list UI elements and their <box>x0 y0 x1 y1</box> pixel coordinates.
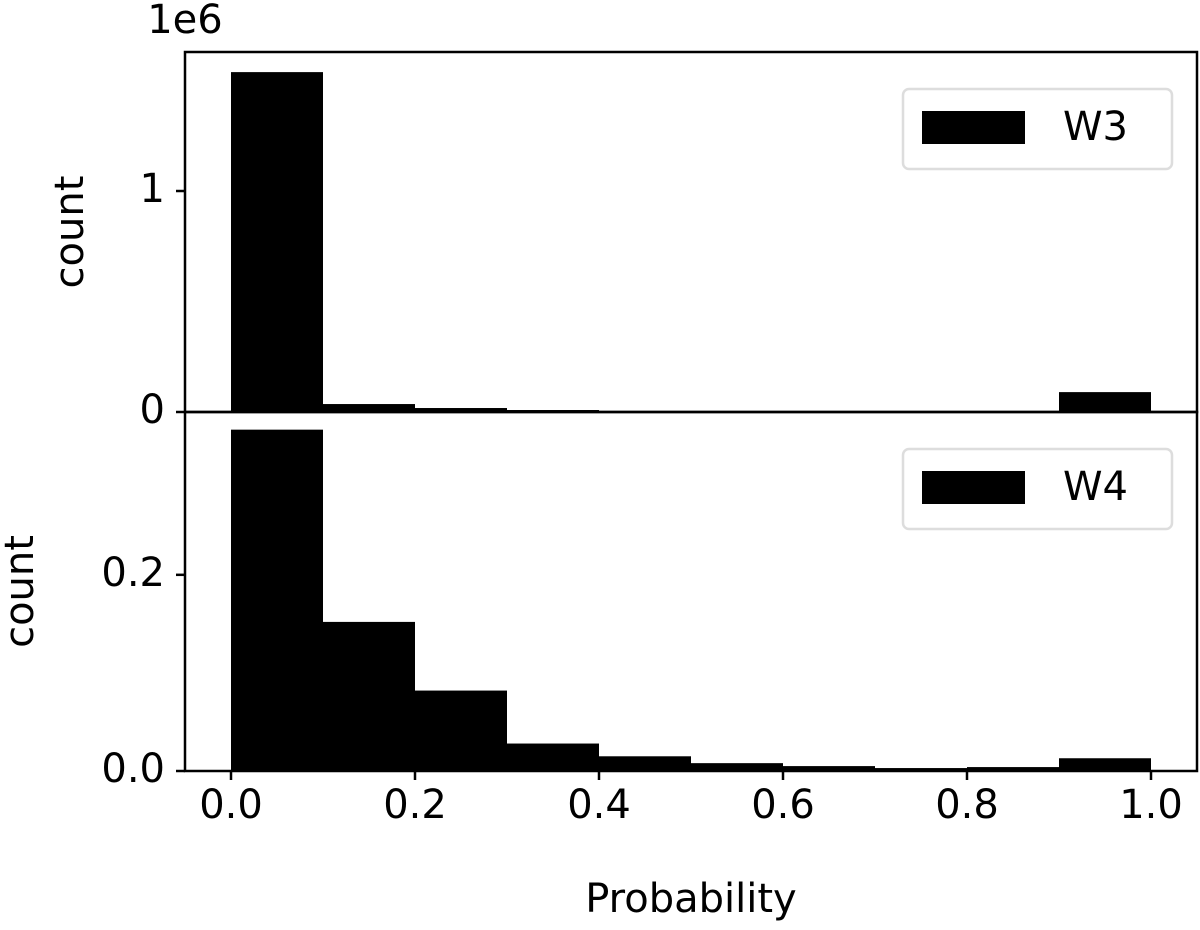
histogram-bar <box>967 767 1059 771</box>
legend-box <box>901 87 1174 171</box>
legend-label: W3 <box>1063 104 1128 150</box>
x-tick-label: 1.0 <box>1119 782 1183 828</box>
y-axis-label: count <box>0 535 43 648</box>
y-tick-label: 0 <box>140 387 165 433</box>
histogram-bar <box>875 768 967 771</box>
y-axis-label: count <box>47 176 93 289</box>
x-tick-label: 0.8 <box>935 782 999 828</box>
y-offset-label: 1e6 <box>147 0 223 43</box>
axes-frame <box>183 410 1199 773</box>
x-tick-label: 0.2 <box>383 782 447 828</box>
y-tick-label: 0.2 <box>101 550 165 596</box>
histogram-bar <box>1059 392 1151 412</box>
histogram-bar <box>1059 758 1151 771</box>
x-tick-label: 0.0 <box>199 782 263 828</box>
histogram-bar <box>783 766 875 771</box>
y-tick-label: 0.0 <box>101 746 165 792</box>
legend-box <box>901 447 1174 531</box>
histogram-bar <box>323 404 415 412</box>
legend-label: W4 <box>1063 464 1128 510</box>
histogram-bar <box>507 743 599 771</box>
histogram-bar <box>691 763 783 771</box>
histogram-bar <box>415 690 507 771</box>
histogram-bar <box>323 621 415 771</box>
histogram-bar <box>231 72 323 412</box>
x-tick-label: 0.6 <box>751 782 815 828</box>
x-tick-label: 0.4 <box>567 782 631 828</box>
y-tick-label: 1 <box>140 166 165 212</box>
legend-handle <box>922 111 1025 144</box>
histogram-bar <box>415 408 507 412</box>
legend-handle <box>922 471 1025 504</box>
histogram-bar <box>231 429 323 771</box>
histogram-bar <box>599 756 691 771</box>
x-axis-label: Probability <box>585 876 796 922</box>
